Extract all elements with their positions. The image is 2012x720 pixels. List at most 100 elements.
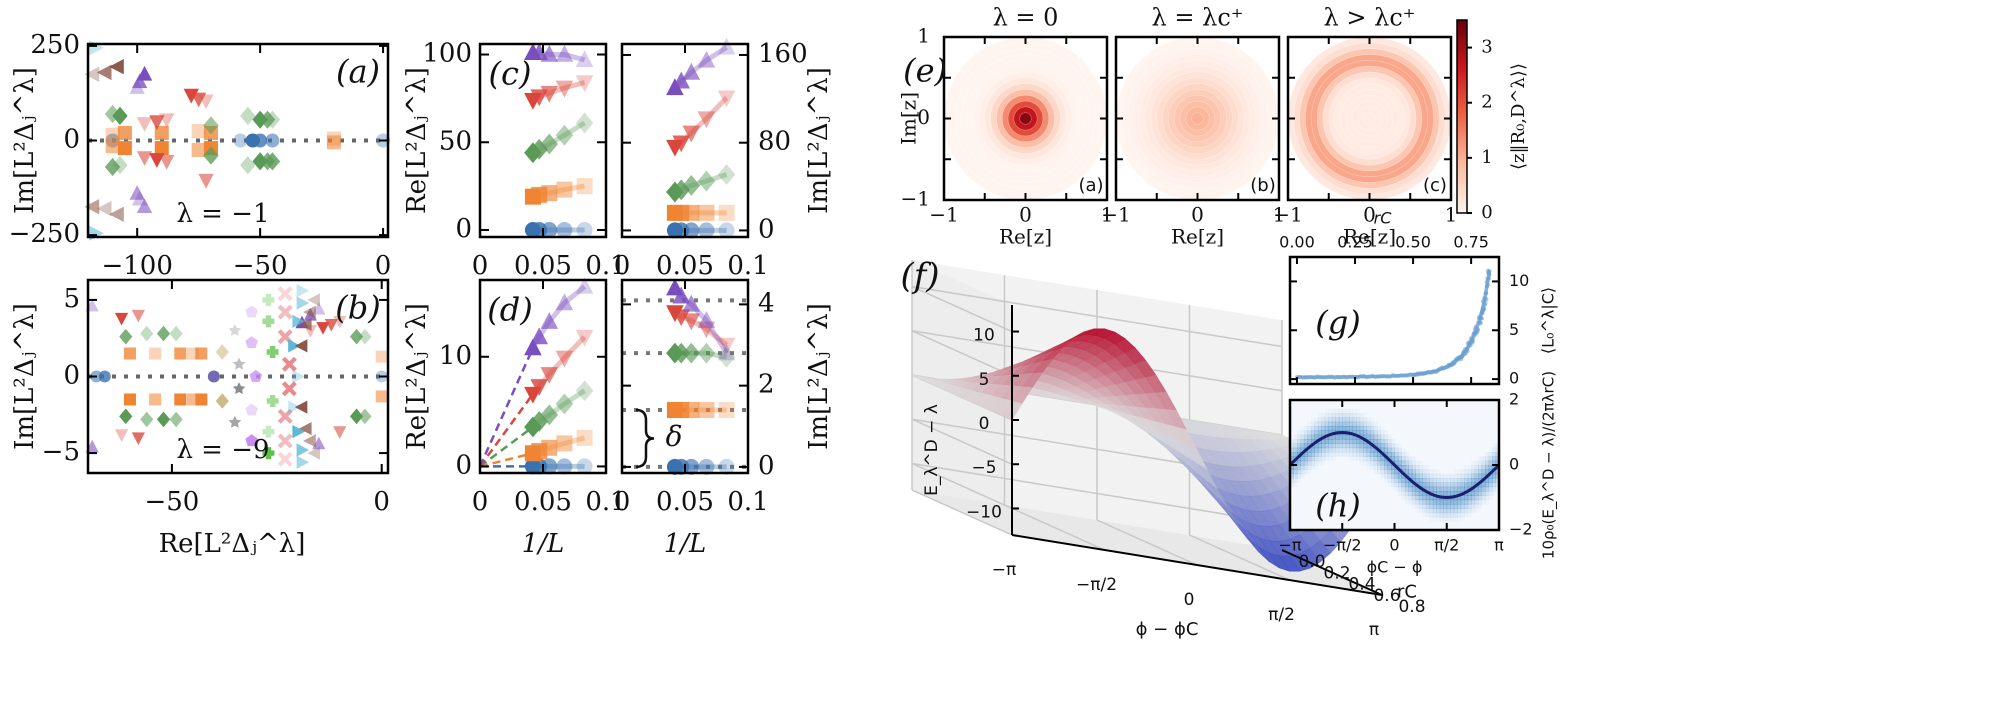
density-cell [1488, 456, 1493, 462]
density-cell [1335, 443, 1340, 449]
density-cell [1300, 434, 1305, 440]
density-cell [1394, 482, 1399, 488]
density-cell [1317, 417, 1322, 423]
density-cell [1310, 447, 1315, 453]
x-tick-label: −50 [144, 487, 199, 517]
y-tick-label: 5 [1509, 320, 1519, 339]
data-point-square [191, 142, 206, 157]
data-point-diamond [672, 342, 691, 364]
density-cell [1408, 491, 1413, 496]
density-cell [1345, 421, 1350, 427]
data-point-triangle-up [540, 312, 559, 329]
density-cell [1436, 499, 1441, 505]
density-cell [1349, 452, 1354, 457]
density-cell [1338, 439, 1343, 444]
x-tick-label: 0 [1184, 590, 1195, 610]
density-cell [1404, 486, 1409, 492]
density-cell [1328, 452, 1333, 457]
density-cell [1436, 517, 1441, 522]
density-cell [1474, 495, 1479, 501]
density-cell [1397, 478, 1402, 483]
density-cell [1356, 409, 1360, 414]
colorbar [1456, 19, 1468, 214]
density-cell [1488, 491, 1493, 496]
density-cell [1345, 426, 1350, 431]
density-cell [1485, 469, 1490, 475]
density-cell [1478, 504, 1483, 509]
density-cell [1485, 486, 1490, 492]
density-cell [1474, 486, 1479, 492]
axes-frame [1288, 255, 1501, 386]
density-cell [1331, 452, 1336, 457]
x-tick-label: 1 [1101, 203, 1114, 227]
density-cell [1443, 512, 1448, 518]
data-point-triangle-up [540, 44, 559, 62]
data-point-diamond [575, 380, 594, 402]
density-cell [1492, 447, 1497, 453]
density-cell [1391, 469, 1395, 475]
density-cell [1335, 439, 1340, 444]
density-cell [1321, 430, 1326, 436]
density-cell [1471, 495, 1476, 501]
density-cell [1342, 426, 1347, 431]
density-cell [1446, 473, 1451, 479]
density-cell [1433, 469, 1437, 474]
density-cell [1384, 473, 1389, 479]
y-axis-label: Im[L²Δⱼ^λ] [804, 67, 834, 214]
density-cell [1394, 456, 1399, 462]
x-tick-label: −50 [233, 251, 288, 281]
density-cell [1495, 469, 1500, 475]
density-cell [1471, 499, 1476, 505]
density-cell [1303, 456, 1308, 462]
panel-b: −50 0 5 0 −5 (b) λ = −9 Im[L²Δⱼ^λ] Re[L²Δⱼ^λ] [10, 278, 390, 559]
data-point-triangle-left [109, 59, 124, 75]
density-cell [1460, 499, 1465, 505]
data-point-triangle-left [307, 446, 320, 460]
density-cell [1401, 460, 1406, 466]
density-cell [1356, 456, 1361, 462]
density-cell [1443, 486, 1448, 492]
density-cell [1321, 421, 1326, 427]
density-cell [1303, 452, 1308, 457]
data-point-square [154, 141, 169, 156]
density-cell [1317, 460, 1322, 466]
density-cell [1373, 460, 1378, 466]
data-point-pentagon [249, 369, 263, 382]
x-tick-label: 0 [1191, 203, 1204, 227]
density-cell [1418, 499, 1423, 505]
density-cell [1373, 452, 1378, 457]
density-cell [1471, 478, 1476, 483]
density-cell [1450, 512, 1455, 518]
density-cell [1453, 482, 1458, 488]
density-cell [1436, 508, 1441, 514]
density-cell [1481, 460, 1486, 466]
density-cell [1300, 465, 1305, 470]
data-point-square [186, 347, 199, 360]
density-cell [1335, 413, 1340, 418]
density-cell [1439, 486, 1444, 492]
density-cell [1404, 491, 1409, 496]
density-cell [1439, 508, 1444, 514]
density-cell [1380, 439, 1385, 444]
density-cell [1401, 452, 1406, 457]
density-cell [1387, 452, 1392, 457]
density-cell [1307, 434, 1312, 440]
density-cell [1307, 421, 1312, 427]
density-cell [1310, 426, 1315, 431]
density-cell [1453, 473, 1458, 479]
data-point-diamond [575, 112, 594, 134]
density-cell [1401, 473, 1406, 479]
density-cell [1460, 508, 1465, 514]
density-cell [1418, 495, 1423, 501]
grid-line [1004, 504, 1105, 551]
density-cell [1453, 508, 1458, 514]
density-cell [1290, 478, 1294, 483]
density-cell [1377, 426, 1382, 431]
density-cell [1471, 508, 1476, 514]
density-cell [1439, 499, 1444, 505]
density-cell [1485, 491, 1490, 496]
density-cell [1404, 482, 1409, 488]
density-cell [1457, 508, 1462, 514]
density-cell [1478, 473, 1483, 479]
